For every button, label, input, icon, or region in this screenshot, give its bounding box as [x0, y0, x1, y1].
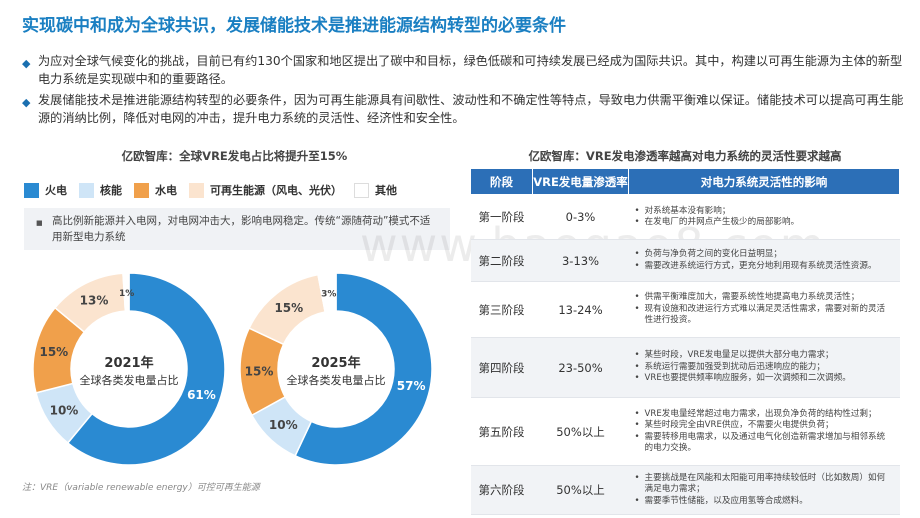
table-row: 第三阶段13-24%供需平衡难度加大，需要系统性地提高电力系统灵活性；现有设施和…	[470, 281, 900, 338]
impact-item: 主要挑战是在风能和太阳能可用率持续较低时（比如数周）如何满足电力需求；	[635, 473, 894, 496]
impact-item: 需要季节性储能，以及应用氢等合成燃料。	[635, 496, 894, 508]
legend-item-other: 其他	[354, 182, 397, 198]
donut-center-year: 2021年	[104, 355, 153, 371]
rate-cell: 0-3%	[532, 194, 629, 240]
impact-item: 系统运行需要加强受到扰动后迅速响应的能力；	[635, 362, 894, 374]
donut-slice	[317, 272, 337, 313]
impact-item: 需要改进系统运行方式，更充分地利用现有系统灵活性资源。	[635, 261, 894, 273]
diamond-bullet-icon: ◆	[22, 96, 31, 109]
stage-cell: 第四阶段	[470, 337, 533, 398]
impact-item: VRE也要提供频率响应服务，如一次调频和二次调频。	[635, 373, 894, 385]
legend-item-hydro: 水电	[134, 182, 177, 198]
stage-cell: 第三阶段	[470, 281, 533, 338]
legend-label: 水电	[155, 184, 177, 197]
rate-cell: 3-13%	[532, 239, 629, 282]
diamond-bullet-icon: ◆	[22, 57, 31, 70]
square-bullet-icon: ■	[36, 219, 43, 227]
chart-legend: 火电 核能 水电 可再生能源（风电、光伏） 其他	[24, 182, 409, 198]
legend-label: 火电	[45, 184, 67, 197]
table-row: 第四阶段23-50%某些时段，VRE发电量足以提供大部分电力需求；系统运行需要加…	[470, 337, 900, 398]
legend-swatch	[79, 182, 94, 198]
impact-item: 供需平衡难度加大，需要系统性地提高电力系统灵活性；	[635, 292, 894, 304]
impact-cell: 对系统基本没有影响；在发电厂的并网点产生极少的局部影响。	[628, 194, 900, 240]
donut-center-subtitle: 全球各类发电量占比	[287, 373, 386, 387]
donut-center-subtitle: 全球各类发电量占比	[80, 373, 179, 387]
impact-item: 负荷与净负荷之间的变化日益明显；	[635, 249, 894, 261]
table-body: 第一阶段0-3%对系统基本没有影响；在发电厂的并网点产生极少的局部影响。第二阶段…	[470, 194, 900, 515]
legend-swatch	[24, 182, 39, 198]
impact-item: 在发电厂的并网点产生极少的局部影响。	[635, 217, 894, 229]
impact-cell: 供需平衡难度加大，需要系统性地提高电力系统灵活性；现有设施和改进运行方式难以满足…	[628, 281, 900, 338]
legend-swatch	[354, 182, 369, 198]
intro-bullet-text: 发展储能技术是推进能源结构转型的必要条件，因为可再生能源具有间歇性、波动性和不确…	[38, 93, 904, 125]
chart-section-title: 亿欧智库：全球VRE发电占比将提升至15%	[121, 149, 348, 163]
page-title: 实现碳中和成为全球共识，发展储能技术是推进能源结构转型的必要条件	[22, 16, 566, 36]
table-row: 第六阶段50%以上主要挑战是在风能和太阳能可用率持续较低时（比如数周）如何满足电…	[470, 465, 900, 515]
intro-bullets: ◆ 为应对全球气候变化的挑战，目前已有约130个国家和地区提出了碳中和目标，绿色…	[22, 52, 904, 130]
impact-item: 某些时段完全由VRE供应，不需要火电提供负荷；	[635, 420, 894, 432]
impact-item: 需要转移用电需求，以及通过电气化创造新需求增加与相邻系统的电力交换。	[635, 432, 894, 455]
table-row: 第二阶段3-13%负荷与净负荷之间的变化日益明显；需要改进系统运行方式，更充分地…	[470, 239, 900, 282]
legend-item-coal: 火电	[24, 182, 67, 198]
slice-value-label: 10%	[269, 418, 298, 432]
impact-cell: 主要挑战是在风能和太阳能可用率持续较低时（比如数周）如何满足电力需求；需要季节性…	[628, 465, 900, 515]
legend-label: 核能	[100, 184, 122, 197]
intro-bullet: ◆ 发展储能技术是推进能源结构转型的必要条件，因为可再生能源具有间歇性、波动性和…	[22, 91, 904, 127]
legend-item-renewable: 可再生能源（风电、光伏）	[189, 182, 342, 198]
slice-value-label: 1%	[119, 289, 134, 299]
header-rate: VRE发电量渗透率	[532, 168, 629, 195]
stage-cell: 第一阶段	[470, 194, 533, 240]
table-header-row: 阶段 VRE发电量渗透率 对电力系统灵活性的影响	[470, 168, 900, 195]
rate-cell: 13-24%	[532, 281, 629, 338]
note-text: 高比例新能源并入电网，对电网冲击大，影响电网稳定。传统“源随荷动”模式不适用新型…	[52, 215, 431, 243]
donut-center-year: 2025年	[311, 355, 360, 371]
stage-cell: 第五阶段	[470, 397, 533, 466]
intro-bullet-text: 为应对全球气候变化的挑战，目前已有约130个国家和地区提出了碳中和目标，绿色低碳…	[38, 54, 903, 86]
donut-slice	[66, 272, 226, 466]
impact-item: 现有设施和改进运行方式难以满足灵活性需求，需要对新的灵活性进行投资。	[635, 304, 894, 327]
slice-value-label: 61%	[187, 388, 216, 402]
slice-value-label: 3%	[321, 289, 336, 299]
impact-cell: 负荷与净负荷之间的变化日益明显；需要改进系统运行方式，更充分地利用现有系统灵活性…	[628, 239, 900, 282]
slice-value-label: 15%	[245, 364, 274, 378]
slice-value-label: 15%	[39, 345, 68, 359]
footnote: 注：VRE（variable renewable energy）可控可再生能源	[22, 483, 260, 493]
legend-label: 其他	[375, 184, 397, 197]
slice-value-label: 13%	[80, 293, 109, 307]
slice-value-label: 57%	[397, 379, 426, 393]
rate-cell: 50%以上	[532, 465, 629, 515]
impact-cell: VRE发电量经常超过电力需求，出现负净负荷的结构性过剩；某些时段完全由VRE供应…	[628, 397, 900, 466]
table-row: 第五阶段50%以上VRE发电量经常超过电力需求，出现负净负荷的结构性过剩；某些时…	[470, 397, 900, 466]
header-impact: 对电力系统灵活性的影响	[628, 168, 900, 195]
note-box: ■ 高比例新能源并入电网，对电网冲击大，影响电网稳定。传统“源随荷动”模式不适用…	[24, 208, 450, 250]
vre-stage-table: 阶段 VRE发电量渗透率 对电力系统灵活性的影响 第一阶段0-3%对系统基本没有…	[470, 168, 900, 515]
impact-item: VRE发电量经常超过电力需求，出现负净负荷的结构性过剩；	[635, 409, 894, 421]
stage-cell: 第六阶段	[470, 465, 533, 515]
rate-cell: 50%以上	[532, 397, 629, 466]
rate-cell: 23-50%	[532, 337, 629, 398]
intro-bullet: ◆ 为应对全球气候变化的挑战，目前已有约130个国家和地区提出了碳中和目标，绿色…	[22, 52, 904, 88]
donut-slice	[294, 272, 433, 466]
legend-swatch	[189, 182, 204, 198]
header-stage: 阶段	[470, 168, 533, 195]
impact-cell: 某些时段，VRE发电量足以提供大部分电力需求；系统运行需要加强受到扰动后迅速响应…	[628, 337, 900, 398]
table-section-title: 亿欧智库：VRE发电渗透率越高对电力系统的灵活性要求越高	[528, 149, 842, 163]
legend-item-nuclear: 核能	[79, 182, 122, 198]
stage-cell: 第二阶段	[470, 239, 533, 282]
slice-value-label: 15%	[274, 301, 303, 315]
impact-item: 对系统基本没有影响；	[635, 206, 894, 218]
donut-slice	[122, 272, 130, 312]
legend-label: 可再生能源（风电、光伏）	[210, 184, 342, 197]
slice-value-label: 10%	[50, 403, 79, 417]
legend-swatch	[134, 182, 149, 198]
impact-item: 某些时段，VRE发电量足以提供大部分电力需求；	[635, 350, 894, 362]
